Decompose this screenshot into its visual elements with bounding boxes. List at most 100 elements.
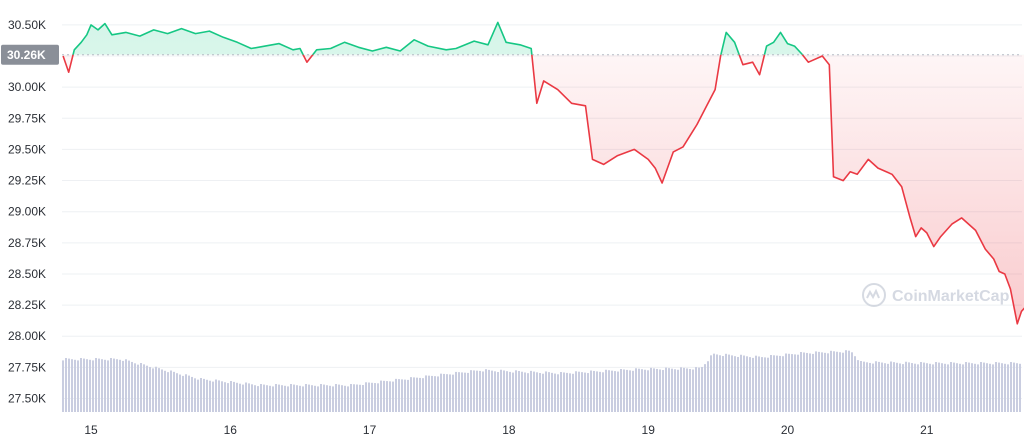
volume-bar — [350, 384, 352, 412]
volume-bar — [929, 363, 931, 412]
volume-bar — [761, 357, 763, 412]
reference-label-bg — [1, 44, 59, 65]
volume-bar — [830, 350, 832, 412]
volume-bar — [347, 386, 349, 412]
volume-bar — [248, 383, 250, 412]
volume-bar — [164, 370, 166, 412]
volume-bar — [296, 385, 298, 412]
volume-bar — [962, 364, 964, 412]
volume-bar — [440, 373, 442, 412]
volume-bar — [839, 352, 841, 412]
volume-bar — [563, 372, 565, 412]
volume-bar — [629, 370, 631, 412]
volume-bar — [323, 384, 325, 412]
volume-bar — [551, 372, 553, 412]
volume-bar — [569, 373, 571, 412]
volume-bar — [470, 370, 472, 412]
volume-bar — [824, 352, 826, 412]
volume-bar — [770, 355, 772, 412]
volume-bar — [344, 385, 346, 412]
volume-bar — [854, 356, 856, 412]
volume-bar — [938, 362, 940, 412]
volume-bar — [605, 369, 607, 412]
volume-bar — [746, 356, 748, 412]
volume-bar — [791, 354, 793, 412]
volume-bar — [209, 380, 211, 412]
volume-bar — [488, 369, 490, 412]
x-tick-label: 21 — [920, 423, 934, 437]
volume-bar — [593, 370, 595, 412]
volume-bar — [338, 384, 340, 412]
volume-bar — [956, 363, 958, 412]
volume-bar — [455, 371, 457, 412]
volume-bar — [674, 369, 676, 412]
volume-bar — [995, 362, 997, 412]
volume-bar — [743, 355, 745, 412]
volume-bar — [731, 355, 733, 412]
volume-bar — [617, 371, 619, 412]
volume-bar — [596, 371, 598, 412]
volume-bar — [89, 359, 91, 412]
volume-bar — [845, 350, 847, 412]
volume-bar — [413, 377, 415, 412]
volume-bar — [476, 370, 478, 412]
volume-bar — [728, 354, 730, 412]
volume-bar — [788, 353, 790, 412]
volume-bar — [137, 364, 139, 412]
volume-bar — [386, 381, 388, 412]
volume-bar — [701, 367, 703, 412]
volume-bar — [758, 356, 760, 412]
volume-bar — [560, 372, 562, 412]
y-tick-label: 29.25K — [8, 174, 46, 188]
volume-bar — [764, 357, 766, 412]
volume-bar — [146, 365, 148, 412]
volume-bar — [356, 384, 358, 412]
volume-bar — [263, 384, 265, 412]
volume-bar — [722, 356, 724, 412]
volume-bar — [542, 373, 544, 412]
volume-bar — [407, 379, 409, 412]
volume-bar — [437, 376, 439, 412]
volume-bar — [857, 360, 859, 412]
volume-bar — [677, 369, 679, 412]
volume-bar — [479, 370, 481, 412]
volume-bar — [812, 353, 814, 412]
volume-bar — [233, 381, 235, 412]
volume-bar — [200, 378, 202, 412]
volume-bar — [869, 362, 871, 412]
volume-bar — [557, 374, 559, 412]
volume-bar — [698, 367, 700, 412]
volume-bar — [362, 385, 364, 412]
volume-bar — [662, 370, 664, 412]
volume-bar — [656, 368, 658, 412]
volume-bar — [365, 382, 367, 412]
volume-bar — [92, 360, 94, 412]
volume-bar — [881, 362, 883, 412]
volume-bar — [803, 352, 805, 412]
volume-bar — [860, 361, 862, 412]
volume-bar — [815, 351, 817, 412]
volume-bar — [404, 379, 406, 412]
volume-bar — [1013, 362, 1015, 412]
volume-bar — [482, 371, 484, 412]
volume-bar — [368, 382, 370, 412]
volume-bar — [308, 384, 310, 412]
volume-bar — [509, 371, 511, 412]
volume-bar — [194, 378, 196, 412]
x-tick-label: 19 — [642, 423, 656, 437]
volume-bar — [620, 369, 622, 412]
volume-bar — [458, 372, 460, 412]
volume-bar — [554, 373, 556, 412]
volume-bar — [110, 358, 112, 412]
volume-bar — [782, 356, 784, 412]
y-axis: 27.50K 27.75K 28.00K 28.25K 28.50K 28.75K 29.0… — [8, 18, 46, 406]
volume-bar — [614, 371, 616, 412]
volume-bar — [725, 353, 727, 412]
watermark-logo-icon — [862, 283, 886, 307]
volume-bar — [959, 363, 961, 412]
volume-bar — [710, 355, 712, 412]
volume-bar — [452, 374, 454, 412]
volume-bar — [512, 372, 514, 412]
volume-bar — [713, 353, 715, 412]
volume-bar — [311, 385, 313, 412]
